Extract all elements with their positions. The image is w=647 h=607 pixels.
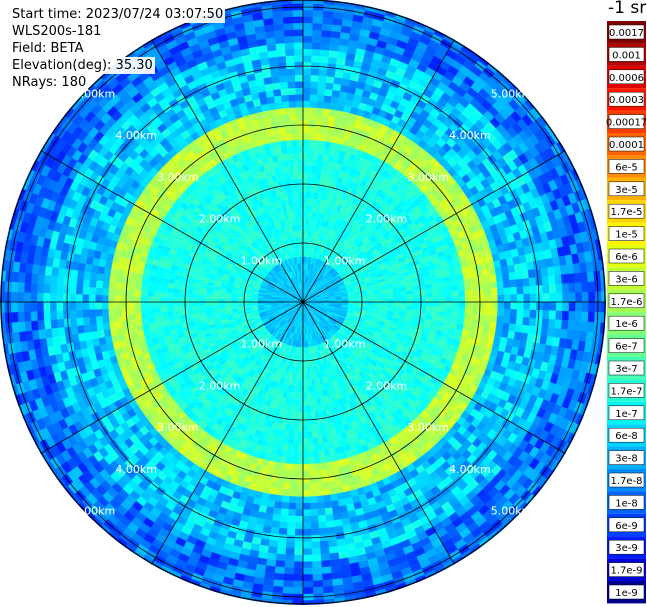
lidar-ppi-plot: 1.00km 1.00km 1.00km 1.00km 2.00km 2.00km 2.00…	[0, 0, 647, 607]
